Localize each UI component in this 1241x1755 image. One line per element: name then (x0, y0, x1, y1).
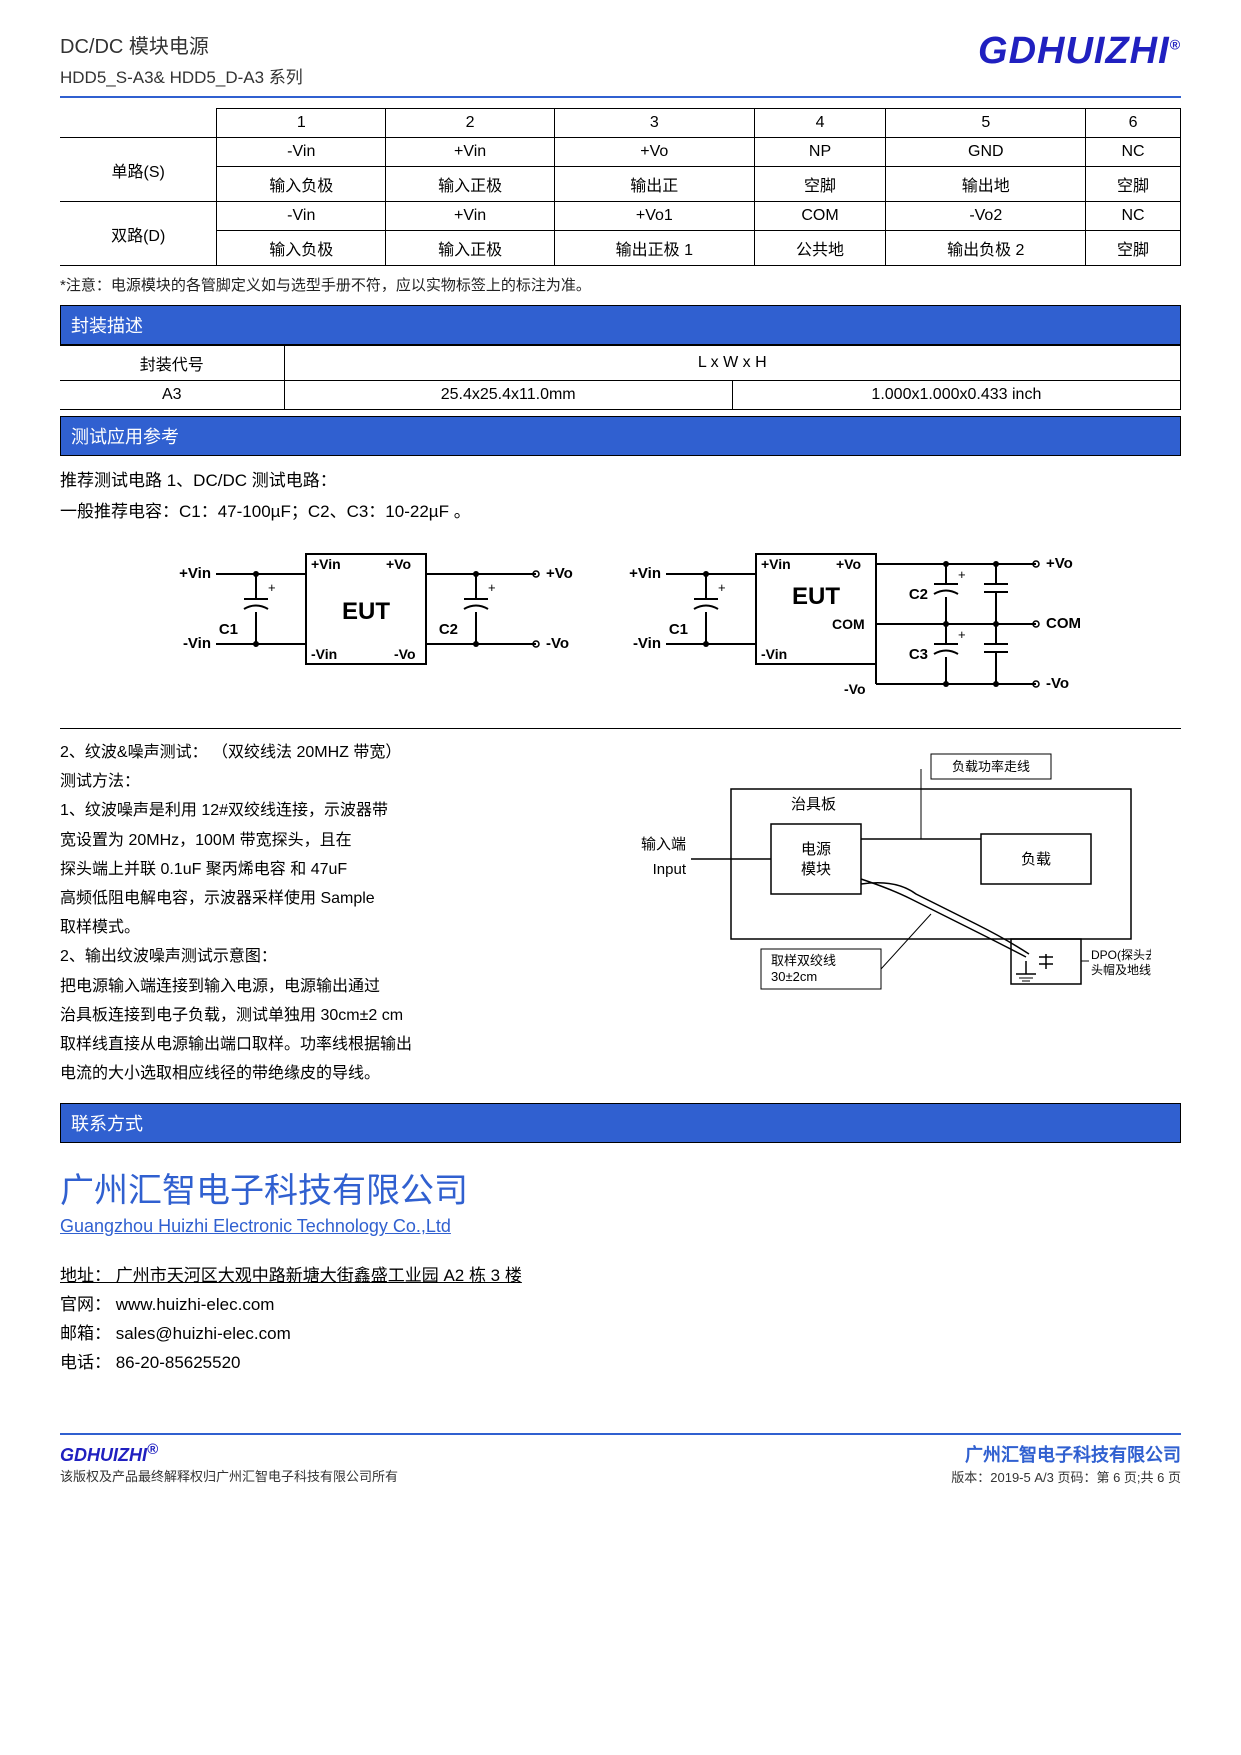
test-caps: 一般推荐电容：C1：47-100µF；C2、C3：10-22µF 。 (60, 497, 1181, 522)
svg-text:DPO(探头去除探: DPO(探头去除探 (1091, 947, 1151, 962)
svg-text:+Vo: +Vo (1046, 555, 1073, 572)
svg-text:+Vin: +Vin (311, 556, 341, 572)
ripple-diagram: 治具板 电源 模块 输入端 Input 负载 负载功率走线 (631, 739, 1182, 1089)
contact-email: 邮箱： sales@huizhi-elec.com (60, 1319, 1181, 1344)
svg-text:取样双绞线: 取样双绞线 (771, 953, 836, 968)
svg-text:+: + (958, 567, 966, 582)
svg-text:头帽及地线): 头帽及地线) (1091, 962, 1151, 977)
svg-text:+Vin: +Vin (179, 565, 211, 582)
pkg-section-title: 封装描述 (60, 305, 1181, 345)
svg-text:EUT: EUT (342, 598, 390, 625)
header: DC/DC 模块电源 HDD5_S-A3& HDD5_D-A3 系列 GDHUI… (60, 30, 1181, 88)
svg-text:+Vo: +Vo (836, 556, 861, 572)
contact-address: 地址： 广州市天河区大观中路新塘大街鑫盛工业园 A2 栋 3 楼 (60, 1261, 1181, 1286)
footer-brand: GDHUIZHI® (60, 1441, 398, 1466)
ripple-text: 2、纹波&噪声测试： （双绞线法 20MHZ 带宽） 测试方法： 1、纹波噪声是… (60, 739, 611, 1089)
footer-company: 广州汇智电子科技有限公司 (951, 1441, 1181, 1467)
svg-text:+: + (268, 580, 276, 595)
test-section-title: 测试应用参考 (60, 416, 1181, 456)
svg-text:+Vo: +Vo (546, 565, 573, 582)
svg-text:C1: C1 (668, 621, 687, 638)
svg-text:模块: 模块 (800, 861, 830, 878)
svg-text:C2: C2 (908, 586, 927, 603)
svg-text:+: + (488, 580, 496, 595)
footer-copyright: 该版权及产品最终解释权归广州汇智电子科技有限公司所有 (60, 1466, 398, 1485)
contact-block: 广州汇智电子科技有限公司 Guangzhou Huizhi Electronic… (60, 1163, 1181, 1373)
svg-text:+Vin: +Vin (629, 565, 661, 582)
test-intro: 推荐测试电路 1、DC/DC 测试电路： (60, 466, 1181, 491)
svg-text:电源: 电源 (800, 841, 830, 858)
footer-version: 版本：2019-5 A/3 页码：第 6 页;共 6 页 (951, 1467, 1181, 1486)
header-divider (60, 96, 1181, 98)
svg-text:Input: Input (652, 861, 686, 878)
svg-text:-Vo: -Vo (546, 635, 569, 652)
svg-text:COM: COM (832, 616, 865, 632)
svg-text:C2: C2 (438, 621, 457, 638)
svg-text:COM: COM (1046, 615, 1081, 632)
svg-text:治具板: 治具板 (791, 795, 836, 813)
svg-text:EUT: EUT (792, 583, 840, 610)
doc-subtitle: HDD5_S-A3& HDD5_D-A3 系列 (60, 63, 978, 88)
company-name-cn: 广州汇智电子科技有限公司 (60, 1163, 1181, 1212)
footer: GDHUIZHI® 该版权及产品最终解释权归广州汇智电子科技有限公司所有 广州汇… (60, 1433, 1181, 1486)
svg-text:-Vo: -Vo (394, 646, 416, 662)
svg-text:-Vin: -Vin (311, 646, 337, 662)
svg-text:-Vin: -Vin (632, 635, 660, 652)
svg-text:+: + (958, 627, 966, 642)
svg-text:+Vin: +Vin (761, 556, 791, 572)
company-name-en: Guangzhou Huizhi Electronic Technology C… (60, 1216, 1181, 1237)
svg-text:-Vo: -Vo (844, 681, 866, 697)
circuit-dual: EUT +Vin -Vin C1 + +Vin -Vin +Vo COM -Vo (606, 534, 1086, 714)
svg-text:-Vin: -Vin (761, 646, 787, 662)
svg-text:C3: C3 (908, 646, 927, 663)
doc-title: DC/DC 模块电源 (60, 30, 978, 59)
contact-tel: 电话： 86-20-85625520 (60, 1348, 1181, 1373)
pkg-table: 封装代号L x W x H A325.4x25.4x11.0mm1.000x1.… (60, 345, 1181, 410)
svg-text:C1: C1 (218, 621, 237, 638)
svg-text:+Vo: +Vo (386, 556, 411, 572)
contact-section-title: 联系方式 (60, 1103, 1181, 1143)
svg-text:-Vo: -Vo (1046, 675, 1069, 692)
svg-text:+: + (718, 580, 726, 595)
pin-table: 12 34 56 单路(S) -Vin+Vin +VoNP GNDNC 输入负极… (60, 108, 1181, 266)
brand-logo: GDHUIZHI® (978, 30, 1181, 73)
svg-text:负载功率走线: 负载功率走线 (951, 759, 1029, 774)
svg-text:负载: 负载 (1020, 851, 1050, 868)
svg-text:30±2cm: 30±2cm (771, 969, 817, 984)
svg-text:-Vin: -Vin (182, 635, 210, 652)
circuit-single: EUT +Vin -Vin C1 + +Vin -Vin +Vo -Vo +Vo… (156, 534, 576, 694)
svg-text:输入端: 输入端 (640, 836, 685, 853)
circuit-diagrams: EUT +Vin -Vin C1 + +Vin -Vin +Vo -Vo +Vo… (60, 534, 1181, 714)
pin-note: *注意：电源模块的各管脚定义如与选型手册不符，应以实物标签上的标注为准。 (60, 274, 1181, 295)
contact-web: 官网： www.huizhi-elec.com (60, 1290, 1181, 1315)
